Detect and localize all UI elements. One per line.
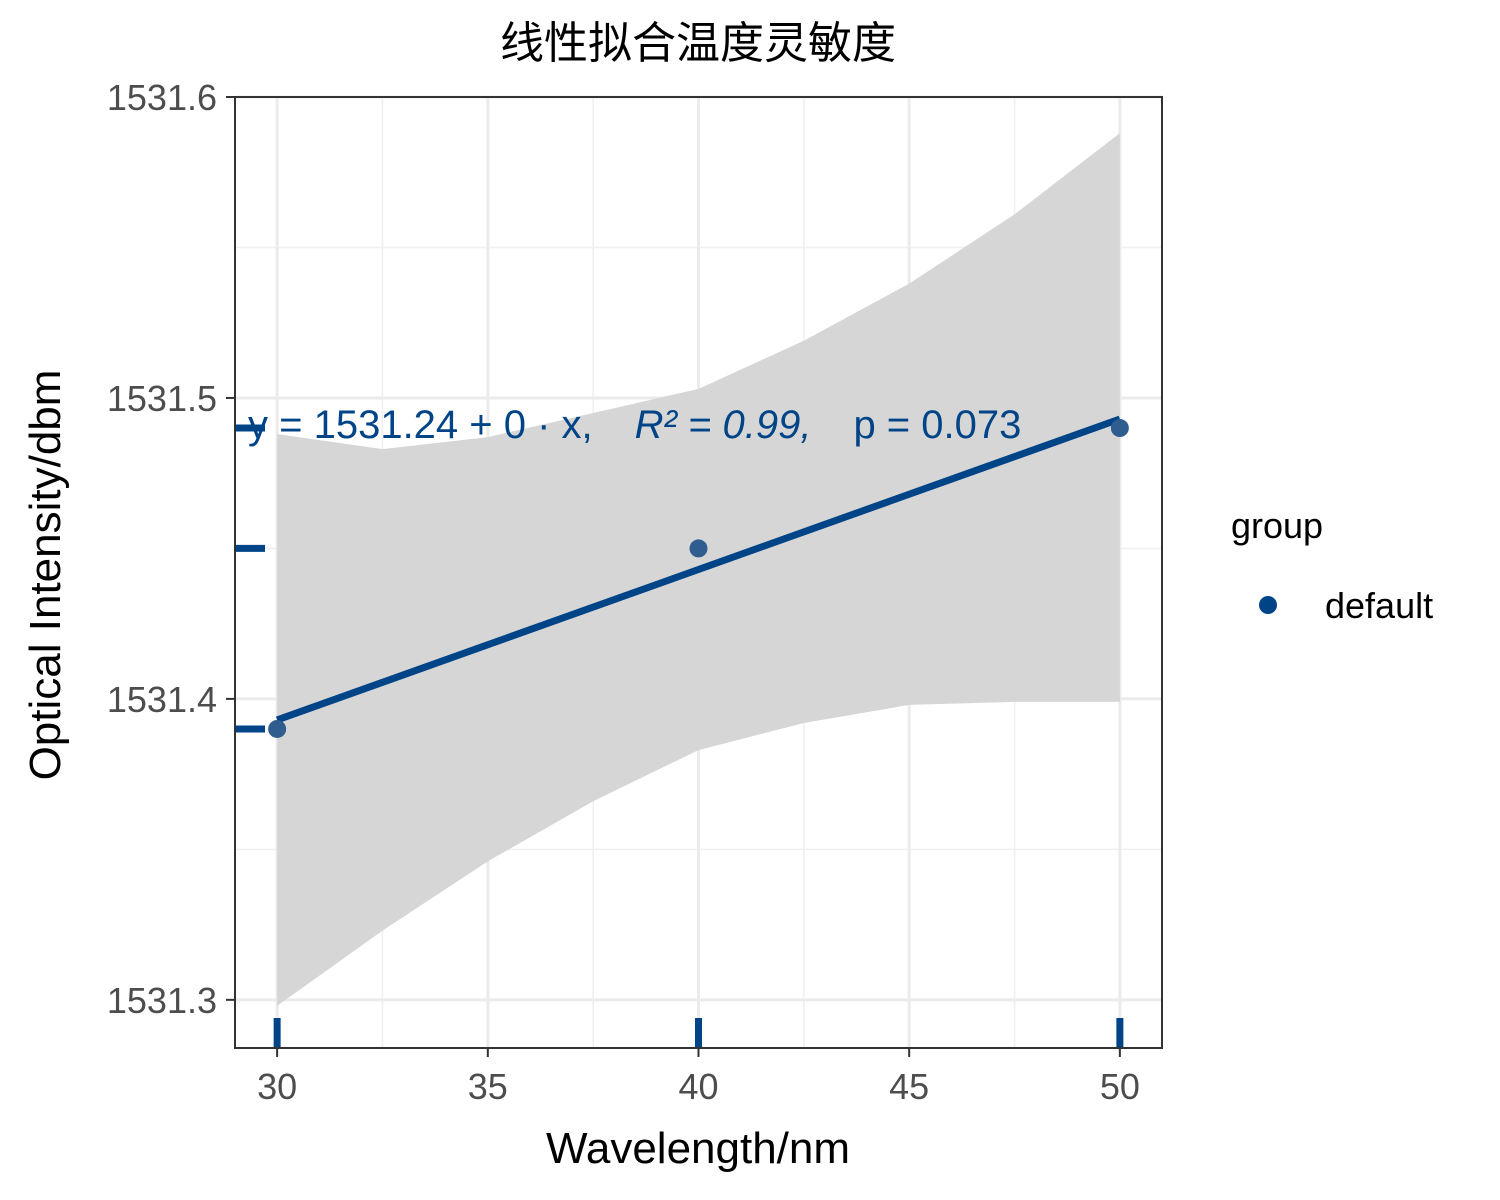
- y-tick-label: 1531.6: [107, 77, 217, 118]
- x-tick-label: 50: [1100, 1066, 1140, 1107]
- data-point-1: [689, 539, 708, 558]
- legend-key-default: [1259, 596, 1277, 614]
- x-axis-title: Wavelength/nm: [546, 1124, 850, 1173]
- legend-title: group: [1231, 505, 1323, 546]
- x-tick-label: 40: [678, 1066, 718, 1107]
- y-axis-title: Optical Intensity/dbm: [21, 370, 70, 781]
- plot-panel: y = 1531.24 + 0 · x, R² = 0.99, p = 0.073: [234, 95, 1163, 1049]
- x-tick-label: 35: [468, 1066, 508, 1107]
- data-point-0: [268, 719, 287, 738]
- y-tick-label: 1531.3: [107, 980, 217, 1021]
- legend: group default: [1231, 505, 1433, 626]
- fit-line: [275, 415, 1122, 724]
- y-tick-label: 1531.5: [107, 378, 217, 419]
- fit-equation: y = 1531.24 + 0 · x, R² = 0.99, p = 0.073: [248, 403, 1021, 447]
- fit-annotation: y = 1531.24 + 0 · x, R² = 0.99, p = 0.073: [248, 403, 1021, 447]
- x-tick-label: 45: [889, 1066, 929, 1107]
- legend-label-default: default: [1325, 585, 1433, 626]
- chart-title: 线性拟合温度灵敏度: [500, 18, 896, 69]
- y-tick-label: 1531.4: [107, 679, 217, 720]
- data-point-2: [1110, 419, 1129, 438]
- x-tick-label: 30: [257, 1066, 297, 1107]
